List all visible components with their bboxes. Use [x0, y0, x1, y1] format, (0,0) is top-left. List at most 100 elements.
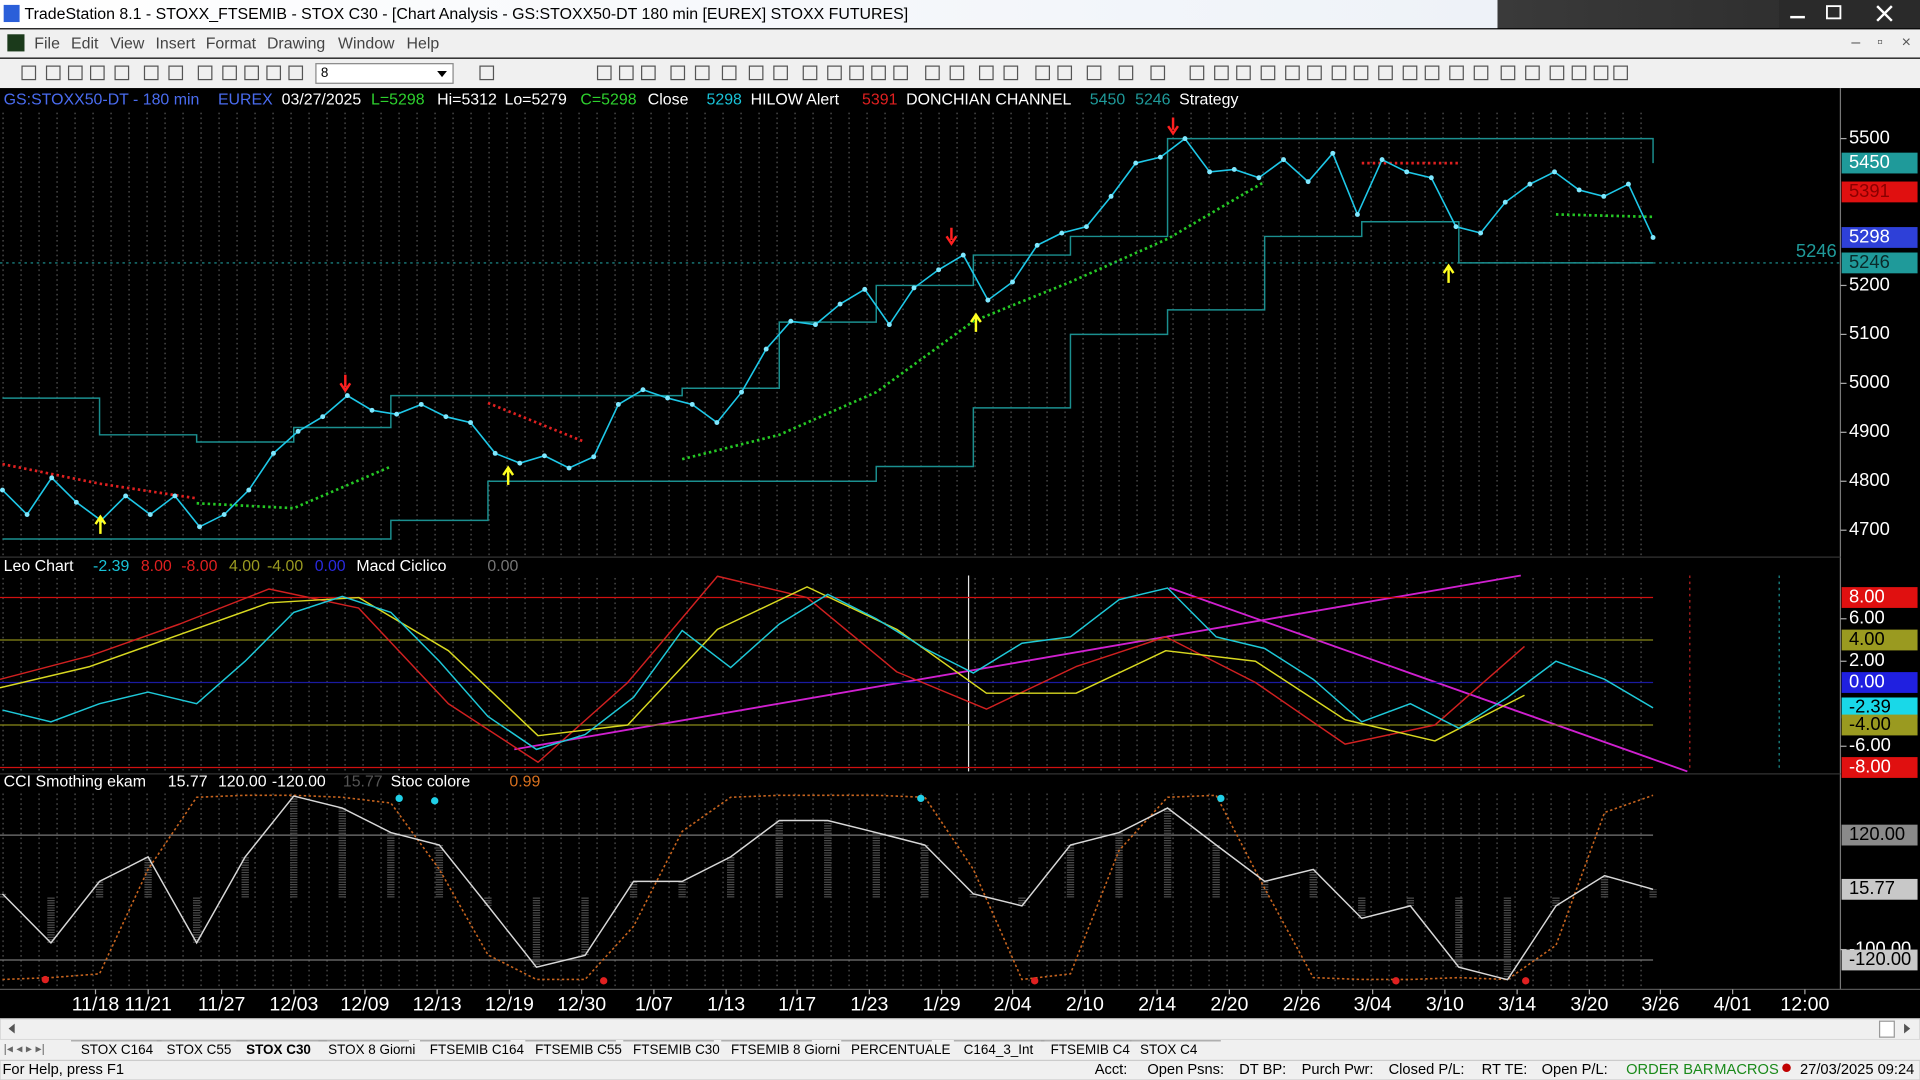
tab[interactable]: STOX C55	[167, 1042, 232, 1057]
tool-icon[interactable]	[1331, 65, 1347, 81]
menu-item[interactable]: Drawing	[267, 35, 325, 52]
sell-arrow	[339, 374, 352, 393]
tool-icon[interactable]	[1150, 65, 1166, 81]
menu-item[interactable]: Window	[338, 35, 395, 52]
menu-item[interactable]: Insert	[156, 35, 196, 52]
tool-icon[interactable]	[827, 65, 842, 81]
value-box-label: -2.39	[1849, 696, 1891, 717]
tool-icon[interactable]	[1260, 65, 1276, 81]
tool-icon[interactable]	[90, 65, 105, 81]
legend-text: 0.00	[487, 558, 518, 575]
tab[interactable]: STOX C30	[246, 1042, 311, 1057]
tool-icon[interactable]	[67, 65, 83, 81]
combo-arrow[interactable]	[437, 71, 447, 78]
legend-text: 5298	[707, 92, 743, 109]
tool-icon[interactable]	[748, 65, 764, 81]
tab[interactable]: FTSEMIB C164	[430, 1042, 525, 1057]
tool-icon[interactable]	[694, 65, 710, 81]
menu-item[interactable]: Edit	[71, 35, 99, 52]
tool-icon[interactable]	[1189, 65, 1205, 81]
tool-icon[interactable]	[114, 65, 130, 81]
tool-icon[interactable]	[1424, 65, 1440, 81]
x-tick-label: 1/13	[707, 993, 745, 1015]
tab-nav[interactable]: |◂ ◂ ▸ ▸|	[4, 1042, 45, 1056]
tool-icon[interactable]	[1549, 65, 1565, 81]
window-controls[interactable]	[1779, 0, 1920, 29]
close-dot	[1404, 169, 1410, 175]
stoc-dot	[600, 977, 608, 985]
tool-icon[interactable]	[1285, 65, 1300, 81]
tool-icon[interactable]	[641, 65, 656, 81]
scroll-thumb[interactable]	[1878, 1020, 1895, 1038]
tool-icon[interactable]	[21, 65, 37, 81]
tool-icon[interactable]	[479, 65, 495, 81]
tool-icon[interactable]	[288, 65, 304, 81]
tool-icon[interactable]	[871, 65, 886, 81]
tool-icon[interactable]	[45, 65, 61, 81]
close[interactable]	[1876, 5, 1893, 22]
tool-icon[interactable]	[1057, 65, 1073, 81]
x-tick-label: 1/17	[778, 993, 816, 1015]
scrollbar[interactable]	[0, 1018, 1920, 1041]
tool-icon[interactable]	[244, 65, 259, 81]
close-dot	[1552, 169, 1557, 175]
tool-icon[interactable]	[618, 65, 634, 81]
interval-box[interactable]	[315, 63, 454, 84]
tool-icon[interactable]	[925, 65, 940, 81]
menu-item[interactable]: Format	[206, 35, 257, 52]
tool-icon[interactable]	[893, 65, 908, 81]
tool-icon[interactable]	[266, 65, 282, 81]
tool-icon[interactable]	[978, 65, 994, 81]
tool-icon[interactable]	[1118, 65, 1134, 81]
tool-icon[interactable]	[1214, 65, 1229, 81]
tab[interactable]: FTSEMIB 8 Giorni	[731, 1042, 840, 1057]
tool-icon[interactable]	[1525, 65, 1540, 81]
tab[interactable]: STOX 8 Giorni	[328, 1042, 415, 1057]
tool-icon[interactable]	[949, 65, 965, 81]
macros[interactable]: MACROS	[1714, 1062, 1779, 1078]
tool-icon[interactable]	[168, 65, 184, 81]
tool-icon[interactable]	[143, 65, 159, 81]
tool-icon[interactable]	[1353, 65, 1369, 81]
tab[interactable]: PERCENTUALE	[851, 1042, 950, 1057]
mdi-close[interactable]: ×	[1902, 34, 1911, 51]
tool-icon[interactable]	[1378, 65, 1393, 81]
tool-icon[interactable]	[1402, 65, 1418, 81]
close-dot	[640, 387, 646, 393]
mdi-min[interactable]: –	[1851, 34, 1860, 51]
tool-icon[interactable]	[222, 65, 237, 81]
value-box	[1841, 672, 1918, 693]
tool-icon[interactable]	[1571, 65, 1587, 81]
tab[interactable]: STOX C4	[1140, 1042, 1198, 1057]
tab[interactable]: FTSEMIB C4	[1051, 1042, 1131, 1057]
tab[interactable]: FTSEMIB C55	[535, 1042, 622, 1057]
tool-icon[interactable]	[1236, 65, 1251, 81]
tab[interactable]: STOX C164	[81, 1042, 154, 1057]
menu-item[interactable]: File	[34, 35, 60, 52]
y-tick-label: 4900	[1849, 420, 1890, 441]
tab[interactable]: FTSEMIB C30	[633, 1042, 720, 1057]
tool-icon[interactable]	[802, 65, 818, 81]
tool-icon[interactable]	[1307, 65, 1322, 81]
menu-item[interactable]: View	[110, 35, 145, 52]
tool-icon[interactable]	[670, 65, 686, 81]
order-bar[interactable]: ORDER BAR	[1626, 1062, 1713, 1078]
tool-icon[interactable]	[596, 65, 612, 81]
tab[interactable]: C164_3_Int	[964, 1042, 1034, 1057]
tool-icon[interactable]	[1449, 65, 1464, 81]
tool-icon[interactable]	[197, 65, 213, 81]
maximize[interactable]	[1826, 5, 1842, 20]
tool-icon[interactable]	[1500, 65, 1516, 81]
tool-icon[interactable]	[849, 65, 864, 81]
tool-icon[interactable]	[773, 65, 788, 81]
tool-icon[interactable]	[721, 65, 737, 81]
mdi-controls[interactable]: – ▫ ×	[1851, 34, 1911, 51]
tool-icon[interactable]	[1086, 65, 1102, 81]
mdi-restore[interactable]: ▫	[1877, 34, 1883, 51]
menu-item[interactable]: Help	[407, 35, 440, 52]
tool-icon[interactable]	[1035, 65, 1050, 81]
tool-icon[interactable]	[1473, 65, 1489, 81]
tool-icon[interactable]	[1003, 65, 1019, 81]
tool-icon[interactable]	[1613, 65, 1628, 81]
tool-icon[interactable]	[1593, 65, 1609, 81]
